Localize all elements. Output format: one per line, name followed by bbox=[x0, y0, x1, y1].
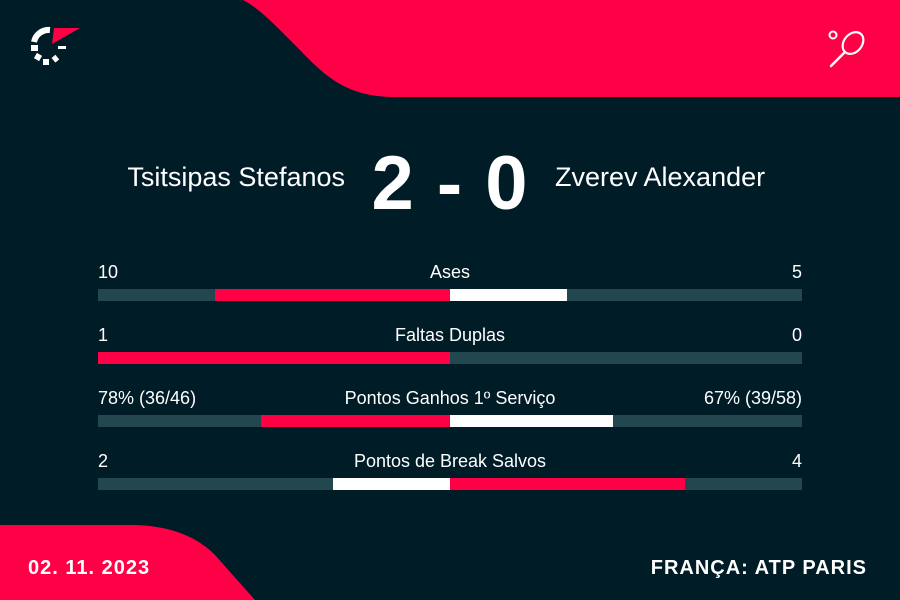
stat-row: 78% (36/46) Pontos Ganhos 1º Serviço 67%… bbox=[98, 388, 802, 428]
stat-right-value: 0 bbox=[791, 325, 802, 345]
stat-bar-left-fill bbox=[332, 478, 450, 490]
player1-name[interactable]: Tsitsipas Stefanos bbox=[127, 162, 345, 192]
stat-row: 1 Faltas Duplas 0 bbox=[98, 325, 802, 365]
stat-bar-track bbox=[98, 289, 802, 301]
stat-right-value: 5 bbox=[791, 262, 802, 282]
stat-left-value: 78% (36/46) bbox=[98, 388, 197, 408]
stat-row: 2 Pontos de Break Salvos 4 bbox=[98, 451, 802, 491]
stat-bar-track bbox=[98, 352, 802, 364]
player2-name[interactable]: Zverev Alexander bbox=[555, 162, 766, 192]
stat-left-value: 1 bbox=[98, 325, 109, 345]
match-header: Tsitsipas Stefanos 2 - 0 Zverev Alexande… bbox=[0, 140, 900, 226]
stat-bar-right-fill bbox=[450, 415, 613, 427]
bottom-left-accent-shape bbox=[0, 525, 255, 600]
match-date: 02. 11. 2023 bbox=[28, 557, 151, 579]
stat-name: Faltas Duplas bbox=[394, 325, 506, 345]
competition-name[interactable]: FRANÇA: ATP PARIS bbox=[650, 557, 867, 579]
stat-bar-left-fill bbox=[215, 289, 450, 301]
top-right-accent-shape bbox=[243, 0, 900, 97]
stat-name: Pontos de Break Salvos bbox=[353, 451, 547, 471]
stat-bar-right-fill bbox=[450, 478, 685, 490]
stat-bar-track bbox=[98, 478, 802, 490]
stat-bar-left-fill bbox=[260, 415, 450, 427]
stat-row: 10 Ases 5 bbox=[98, 262, 802, 302]
stat-right-value: 67% (39/58) bbox=[703, 388, 802, 408]
stat-name: Ases bbox=[429, 262, 471, 282]
stat-right-value: 4 bbox=[791, 451, 802, 471]
stat-left-value: 10 bbox=[98, 262, 119, 282]
stat-left-value: 2 bbox=[98, 451, 109, 471]
match-score: 2 - 0 bbox=[371, 141, 529, 226]
stat-name: Pontos Ganhos 1º Serviço bbox=[344, 388, 556, 408]
flashscore-logo-icon bbox=[31, 26, 80, 65]
stat-bar-right-fill bbox=[450, 289, 568, 301]
stat-bar-left-fill bbox=[98, 352, 450, 364]
stat-bar-track bbox=[98, 415, 802, 427]
tennis-racket-icon bbox=[828, 30, 865, 68]
